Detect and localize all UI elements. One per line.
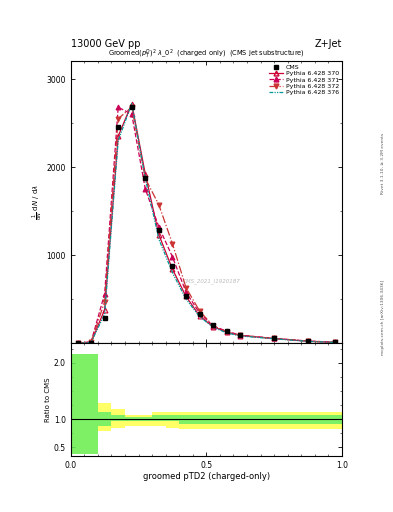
- Text: 13000 GeV pp: 13000 GeV pp: [71, 38, 140, 49]
- Title: Groomed$(p_T^D)^2\ \lambda\_0^2$  (charged only)  (CMS jet substructure): Groomed$(p_T^D)^2\ \lambda\_0^2$ (charge…: [108, 48, 305, 61]
- X-axis label: groomed pTD2 (charged-only): groomed pTD2 (charged-only): [143, 472, 270, 481]
- Y-axis label: $\frac{1}{\mathrm{d}N}\ \mathrm{d}N\ /\ \mathrm{d}\lambda$: $\frac{1}{\mathrm{d}N}\ \mathrm{d}N\ /\ …: [31, 184, 45, 221]
- Text: mcplots.cern.ch [arXiv:1306.3436]: mcplots.cern.ch [arXiv:1306.3436]: [381, 280, 385, 355]
- Text: Z+Jet: Z+Jet: [314, 38, 342, 49]
- Text: CMS_2021_I1920187: CMS_2021_I1920187: [183, 278, 241, 284]
- Y-axis label: Ratio to CMS: Ratio to CMS: [45, 377, 51, 421]
- Legend: CMS, Pythia 6.428 370, Pythia 6.428 371, Pythia 6.428 372, Pythia 6.428 376: CMS, Pythia 6.428 370, Pythia 6.428 371,…: [268, 63, 340, 96]
- Text: Rivet 3.1.10, ≥ 3.2M events: Rivet 3.1.10, ≥ 3.2M events: [381, 133, 385, 195]
